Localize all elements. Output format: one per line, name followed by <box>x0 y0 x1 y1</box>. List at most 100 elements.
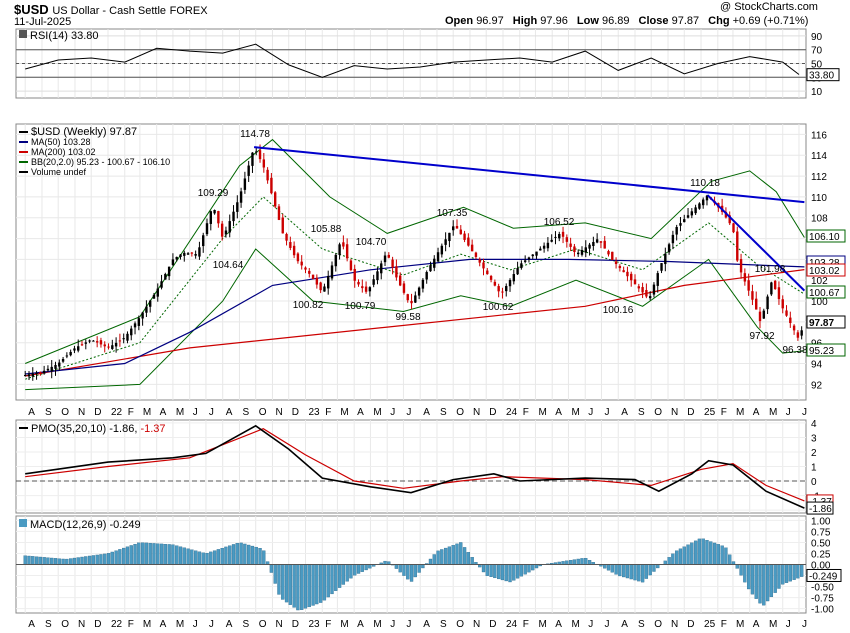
x-tick-label: 22 <box>111 619 123 630</box>
macd-hist-bar <box>762 564 766 606</box>
price-candle-body <box>228 221 231 233</box>
x-tick-label: F <box>325 619 331 630</box>
x-tick-label: D <box>489 619 496 630</box>
price-annotation: 104.64 <box>213 260 244 271</box>
pmo-legend: PMO(35,20,10) -1.86, -1.37 <box>31 423 166 435</box>
macd-hist-bar <box>606 564 611 571</box>
price-candle-body <box>387 254 391 258</box>
x-tick-label: A <box>621 619 628 630</box>
macd-hist-bar <box>152 543 156 565</box>
x-tick-label: A <box>226 407 233 418</box>
price-candle-body <box>179 254 182 258</box>
x-tick-label: M <box>340 407 348 418</box>
macd-hist-bar <box>402 564 406 576</box>
price-candle-body <box>77 346 80 351</box>
price-candle-body <box>95 341 99 343</box>
x-tick-label: O <box>654 407 662 418</box>
price-candle-body <box>23 375 27 377</box>
price-candle-body <box>327 275 330 289</box>
price-candle-body <box>792 325 796 331</box>
price-candle-body <box>156 288 159 297</box>
macd-hist-bar <box>398 564 402 573</box>
price-candle-body <box>686 215 690 218</box>
macd-hist-bar <box>197 551 202 565</box>
macd-hist-bar <box>428 558 433 565</box>
macd-hist-bar <box>61 558 65 565</box>
macd-hist-bar <box>534 564 539 569</box>
price-candle-body <box>232 211 235 222</box>
price-candle-body <box>103 344 106 347</box>
rsi-last-value: 33.80 <box>809 71 834 82</box>
price-panel-frame <box>15 123 807 401</box>
macd-hist-bar <box>656 564 660 569</box>
price-candle-body <box>467 237 470 246</box>
price-candle-body <box>323 286 326 292</box>
x-tick-label: F <box>721 619 727 630</box>
macd-y-tick-label: 0.50 <box>811 538 831 549</box>
volume-legend: Volume undef <box>31 167 87 177</box>
price-candle-body <box>766 296 769 310</box>
x-tick-label: M <box>538 407 546 418</box>
macd-hist-bar <box>443 547 448 565</box>
macd-hist-bar <box>531 564 535 571</box>
price-candle-body <box>160 281 163 288</box>
bb-upper-line <box>25 138 805 364</box>
price-candle-body <box>247 165 250 176</box>
macd-hist-bar <box>629 564 633 580</box>
macd-hist-bar <box>750 564 755 595</box>
macd-hist-bar <box>610 564 614 573</box>
x-tick-label: M <box>538 619 546 630</box>
macd-hist-bar <box>356 564 361 574</box>
macd-hist-bar <box>53 558 58 565</box>
macd-hist-bar <box>235 543 239 565</box>
x-tick-label: M <box>143 619 151 630</box>
x-tick-label: M <box>769 619 777 630</box>
price-annotation: 105.88 <box>311 224 342 235</box>
macd-hist-bar <box>671 553 675 565</box>
price-candle-body <box>554 236 557 238</box>
price-candle-body <box>334 254 337 267</box>
macd-hist-bar <box>769 564 774 598</box>
price-candle-body <box>497 286 500 292</box>
price-candle-body <box>262 159 266 168</box>
macd-hist-bar <box>705 540 709 565</box>
x-tick-label: O <box>259 407 267 418</box>
price-candle-body <box>357 281 360 285</box>
price-candle-body <box>224 230 228 235</box>
price-candle-body <box>588 244 591 249</box>
price-candle-body <box>383 255 387 263</box>
price-candle-body <box>410 300 413 304</box>
macd-hist-bar <box>114 550 118 565</box>
macd-last-value: -0.249 <box>809 571 838 582</box>
macd-hist-bar <box>34 556 39 565</box>
macd-hist-bar <box>743 564 747 583</box>
price-candle-body <box>463 233 466 240</box>
price-candle-body <box>728 215 731 224</box>
price-candle-body <box>527 257 531 260</box>
price-y-tick-label: 92 <box>811 380 823 391</box>
macd-hist-bar <box>69 558 73 565</box>
price-last-value: 103.02 <box>809 266 840 277</box>
x-tick-label: N <box>78 619 85 630</box>
macd-hist-bar <box>247 544 251 565</box>
price-candle-body <box>285 233 288 241</box>
x-tick-label: A <box>423 407 430 418</box>
macd-hist-bar <box>504 564 508 582</box>
macd-hist-bar <box>300 564 304 610</box>
price-candle-body <box>611 251 614 260</box>
x-tick-label: J <box>588 619 593 630</box>
x-tick-label: D <box>94 407 101 418</box>
price-candle-body <box>171 259 175 265</box>
macd-hist-bar <box>175 545 179 565</box>
price-candle-body <box>243 178 247 190</box>
rsi-y-tick-label: 10 <box>811 87 823 98</box>
x-tick-label: A <box>160 619 167 630</box>
macd-hist-bar <box>99 554 103 565</box>
macd-hist-bar <box>383 560 387 565</box>
price-candle-body <box>747 280 750 291</box>
price-y-tick-label: 116 <box>811 130 827 141</box>
x-tick-label: M <box>571 407 579 418</box>
macd-hist-bar <box>633 564 637 581</box>
macd-hist-bar <box>667 557 671 565</box>
price-candle-body <box>65 355 69 357</box>
